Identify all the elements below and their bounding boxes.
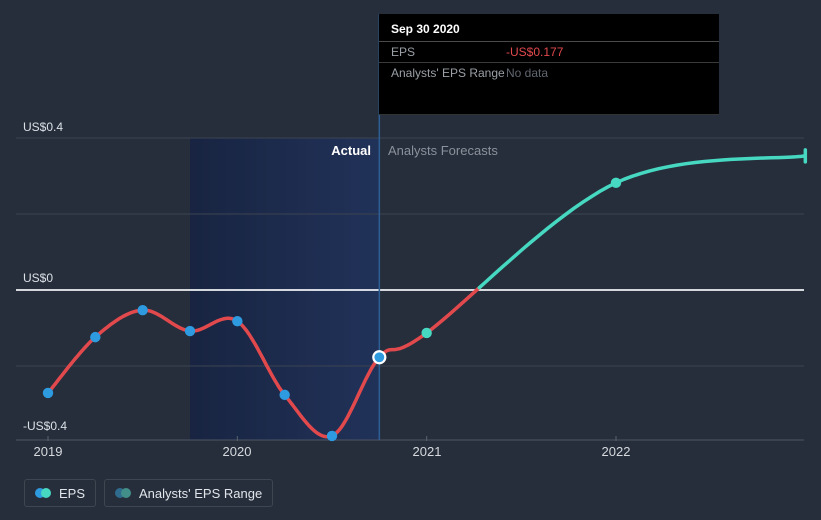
legend-toggle-analysts-eps-range[interactable]: Analysts' EPS Range bbox=[104, 479, 274, 507]
x-axis-label-2021: 2021 bbox=[412, 444, 442, 459]
legend-range-label: Analysts' EPS Range bbox=[139, 485, 263, 501]
tooltip-eps-value: -US$0.177 bbox=[506, 45, 564, 59]
x-axis-label-2020: 2020 bbox=[222, 444, 252, 459]
eps-legend-dot-teal-icon bbox=[41, 488, 51, 498]
tooltip-date-title: Sep 30 2020 bbox=[379, 14, 719, 42]
chart-legend: EPS Analysts' EPS Range bbox=[24, 479, 274, 507]
y-axis-label-zero: US$0 bbox=[23, 271, 54, 285]
forecast-section-label: Analysts Forecasts bbox=[388, 143, 498, 158]
actual-section-label: Actual bbox=[331, 143, 371, 158]
tooltip-range-row: Analysts' EPS Range No data bbox=[379, 63, 719, 83]
tooltip-range-value: No data bbox=[506, 66, 549, 80]
eps-legend-dot-blue-icon bbox=[35, 488, 45, 498]
y-axis-label-bottom: -US$0.4 bbox=[23, 419, 68, 433]
y-axis-label-top: US$0.4 bbox=[23, 120, 64, 134]
tooltip-eps-row: EPS -US$0.177 bbox=[379, 42, 719, 63]
x-axis-label-2022: 2022 bbox=[601, 444, 631, 459]
legend-toggle-eps[interactable]: EPS bbox=[24, 479, 97, 507]
x-axis-label-2019: 2019 bbox=[33, 444, 63, 459]
tooltip-range-label: Analysts' EPS Range bbox=[391, 66, 505, 80]
range-legend-dot-blue-icon bbox=[115, 488, 126, 498]
legend-eps-label: EPS bbox=[59, 485, 86, 501]
chart-tooltip: Sep 30 2020 EPS -US$0.177 Analysts' EPS … bbox=[379, 14, 719, 115]
tooltip-spacer bbox=[379, 87, 719, 115]
tooltip-eps-label: EPS bbox=[391, 45, 416, 59]
range-legend-dot-teal-icon bbox=[121, 488, 132, 498]
